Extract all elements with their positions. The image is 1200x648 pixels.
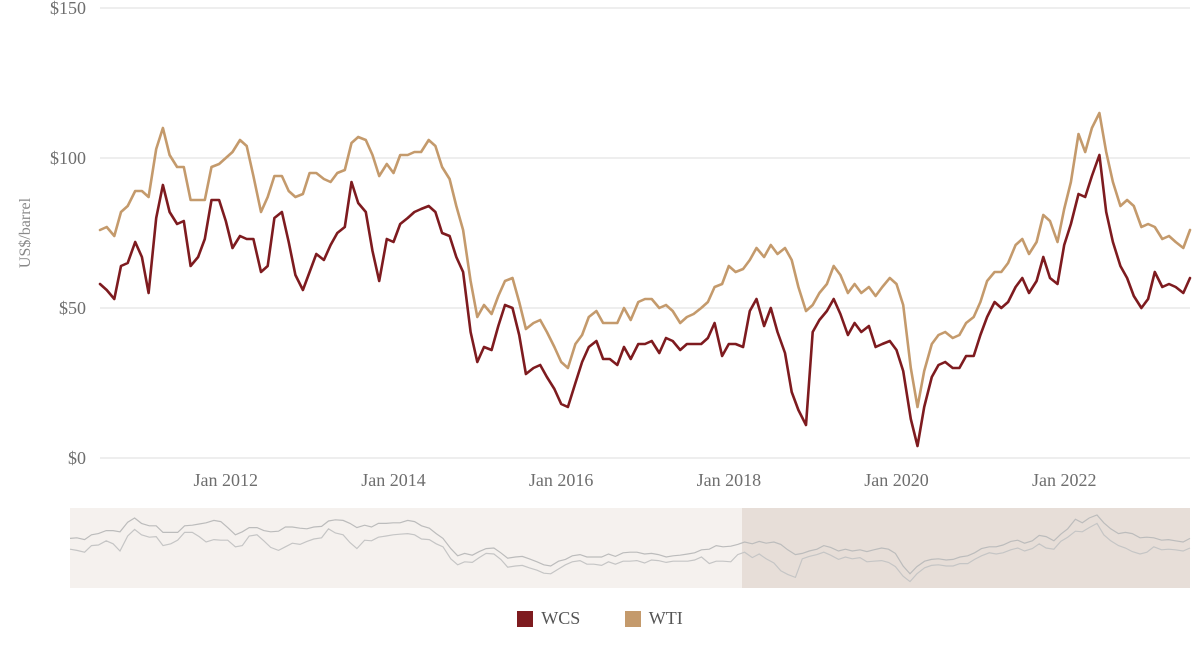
svg-text:$100: $100: [50, 148, 86, 168]
svg-text:US$/barrel: US$/barrel: [17, 197, 34, 268]
legend-item-wti[interactable]: WTI: [625, 608, 683, 629]
legend-item-wcs[interactable]: WCS: [517, 608, 580, 629]
svg-text:Jan 2012: Jan 2012: [194, 470, 259, 490]
svg-text:Jan 2020: Jan 2020: [864, 470, 929, 490]
oil-price-chart: $0 $50 $100 $150 Jan 2012 Jan 2014 Jan 2016 Jan…: [0, 0, 1200, 648]
legend-label: WCS: [541, 608, 580, 629]
svg-text:$150: $150: [50, 0, 86, 18]
svg-text:Jan 2022: Jan 2022: [1032, 470, 1097, 490]
svg-text:Jan 2018: Jan 2018: [697, 470, 762, 490]
legend-swatch-wti: [625, 611, 641, 627]
svg-text:$50: $50: [59, 298, 86, 318]
series-wcs: [100, 155, 1190, 446]
svg-text:Jan 2014: Jan 2014: [361, 470, 426, 490]
legend-label: WTI: [649, 608, 683, 629]
svg-text:$0: $0: [68, 448, 86, 468]
chart-svg: $0 $50 $100 $150 Jan 2012 Jan 2014 Jan 2016 Jan…: [0, 0, 1200, 600]
series-wti: [100, 113, 1190, 407]
chart-legend: WCS WTI: [0, 608, 1200, 632]
scrubber-selection[interactable]: [742, 508, 1190, 588]
svg-text:Jan 2016: Jan 2016: [529, 470, 594, 490]
legend-swatch-wcs: [517, 611, 533, 627]
